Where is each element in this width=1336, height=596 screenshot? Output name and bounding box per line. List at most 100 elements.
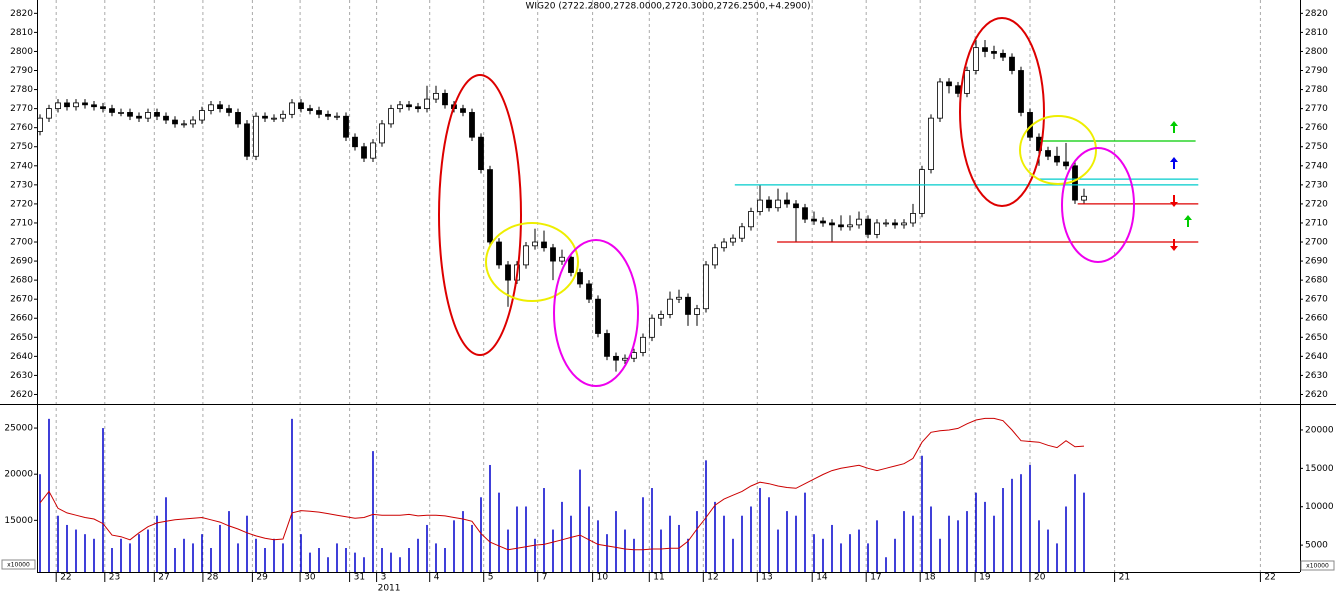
- volume-bar: [903, 511, 905, 572]
- y-tick-label: 2750: [10, 142, 33, 152]
- volume-bar: [543, 488, 545, 572]
- volume-bar: [408, 548, 410, 572]
- y-tick-label: 2660: [1305, 314, 1328, 324]
- candle-body: [964, 70, 970, 94]
- x-tick-label: 21: [1119, 573, 1130, 583]
- y-tick-label: 2690: [1305, 257, 1328, 267]
- volume-bar: [480, 497, 482, 572]
- candle-body: [109, 108, 115, 113]
- y-tick-label: 2790: [1305, 66, 1328, 76]
- x-tick-label: 18: [924, 573, 936, 583]
- candle-body: [883, 222, 889, 225]
- x-tick-label: 28: [207, 573, 219, 583]
- volume-bar: [570, 515, 572, 572]
- candle-body: [127, 112, 133, 117]
- volume-bar: [525, 506, 527, 572]
- ellipse: [1061, 147, 1135, 263]
- candle-body: [64, 102, 70, 108]
- volume-bar: [1038, 520, 1040, 572]
- volume-bar: [174, 548, 176, 572]
- volume-bar: [264, 548, 266, 572]
- volume-bar: [291, 418, 293, 572]
- y-tick-label: 2720: [10, 199, 33, 209]
- candle-body: [766, 199, 772, 209]
- scale-label: x10000: [7, 562, 30, 569]
- x-tick-label: 29: [256, 573, 268, 583]
- volume-bar: [966, 511, 968, 572]
- volume-bar: [354, 552, 356, 572]
- y-tick-label: 2810: [1305, 28, 1328, 38]
- candle-body: [469, 112, 475, 138]
- candle-body: [919, 169, 925, 214]
- candle-body: [280, 113, 286, 119]
- scale-box: [1, 559, 36, 570]
- volume-bar: [741, 515, 743, 572]
- candle-body: [829, 222, 835, 226]
- candle-body: [244, 123, 250, 157]
- volume-bar: [921, 455, 923, 572]
- volume-bar: [57, 515, 59, 572]
- volume-bar: [75, 529, 77, 572]
- volume-bar: [93, 538, 95, 572]
- x-tick-label: 5: [488, 573, 494, 583]
- volume-bar: [849, 534, 851, 572]
- volume-bar: [948, 515, 950, 572]
- candle-body: [100, 106, 106, 110]
- volume-bar: [633, 538, 635, 572]
- candle-body: [793, 203, 799, 209]
- volume-bar: [183, 538, 185, 572]
- candle-body: [523, 245, 529, 266]
- candle-body: [811, 218, 817, 222]
- volume-bar: [39, 474, 41, 572]
- volume-bar: [660, 529, 662, 572]
- candle-body: [316, 110, 322, 115]
- volume-bar: [1065, 506, 1067, 572]
- scale-label: x10000: [1306, 563, 1329, 570]
- candle-body: [649, 317, 655, 338]
- volume-bar: [606, 534, 608, 572]
- volume-bar: [498, 492, 500, 572]
- volume-bar: [786, 511, 788, 572]
- volume-bar: [957, 520, 959, 572]
- volume-bar: [561, 501, 563, 572]
- candle-body: [388, 108, 394, 125]
- candle-body: [568, 256, 574, 273]
- volume-bar: [237, 543, 239, 572]
- candle-body: [604, 333, 610, 357]
- candle-body: [595, 298, 601, 334]
- candle-body: [37, 117, 43, 132]
- volume-bar: [984, 501, 986, 572]
- y-tick-label: 20000: [4, 470, 33, 480]
- y-tick-label: 2760: [1305, 123, 1328, 133]
- volume-bar: [885, 557, 887, 572]
- volume-average-line: [39, 417, 1085, 551]
- annotations: [438, 17, 1192, 387]
- candle-body: [559, 256, 565, 262]
- candle-body: [424, 98, 430, 110]
- candle-body: [865, 218, 871, 235]
- arrow-up: [1170, 121, 1178, 133]
- candle-body: [757, 199, 763, 212]
- arrow-down: [1170, 195, 1178, 207]
- candle-body: [712, 247, 718, 266]
- volume-bar: [372, 451, 374, 572]
- volume-bar: [552, 529, 554, 572]
- candle-body: [460, 108, 466, 113]
- volume-bar: [804, 492, 806, 572]
- volume-bar: [381, 548, 383, 572]
- volume-bar: [696, 511, 698, 572]
- volume-bar: [651, 488, 653, 572]
- candle-body: [235, 112, 241, 125]
- y-tick-label: 2640: [1305, 352, 1328, 362]
- volume-bar: [1047, 529, 1049, 572]
- x-tick-label: 14: [816, 573, 828, 583]
- y-tick-label: 2780: [10, 85, 33, 95]
- candle-body: [163, 115, 169, 121]
- candle-body: [946, 81, 952, 87]
- candle-body: [1045, 150, 1051, 157]
- volume-bar: [255, 538, 257, 572]
- x-tick-label: 27: [158, 573, 169, 583]
- volume-bar: [48, 418, 50, 572]
- arrow-down: [1170, 239, 1178, 251]
